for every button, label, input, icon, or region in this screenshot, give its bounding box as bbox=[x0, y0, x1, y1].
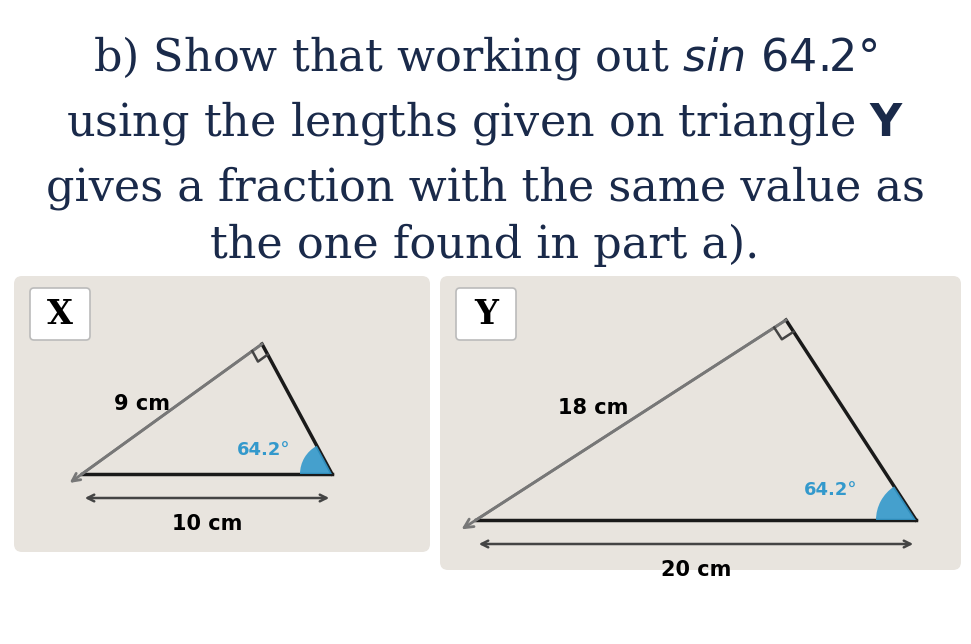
Wedge shape bbox=[300, 446, 332, 474]
FancyBboxPatch shape bbox=[440, 276, 961, 570]
Text: using the lengths given on triangle $\bf{Y}$: using the lengths given on triangle $\bf… bbox=[66, 99, 904, 147]
Polygon shape bbox=[82, 344, 332, 474]
Text: b) Show that working out $\mathit{sin}\ 64.2°$: b) Show that working out $\mathit{sin}\ … bbox=[93, 34, 877, 82]
Text: Y: Y bbox=[474, 298, 498, 330]
Text: 64.2°: 64.2° bbox=[804, 481, 857, 499]
Text: 64.2°: 64.2° bbox=[237, 441, 290, 459]
Text: X: X bbox=[47, 298, 73, 330]
Text: the one found in part a).: the one found in part a). bbox=[211, 224, 759, 267]
Text: 18 cm: 18 cm bbox=[557, 398, 628, 418]
Text: 10 cm: 10 cm bbox=[172, 514, 242, 534]
FancyBboxPatch shape bbox=[14, 276, 430, 552]
Wedge shape bbox=[876, 486, 916, 520]
Text: gives a fraction with the same value as: gives a fraction with the same value as bbox=[46, 166, 924, 210]
Polygon shape bbox=[476, 320, 916, 520]
Text: 20 cm: 20 cm bbox=[661, 560, 731, 580]
FancyBboxPatch shape bbox=[456, 288, 516, 340]
FancyBboxPatch shape bbox=[30, 288, 90, 340]
Text: 9 cm: 9 cm bbox=[114, 394, 170, 414]
